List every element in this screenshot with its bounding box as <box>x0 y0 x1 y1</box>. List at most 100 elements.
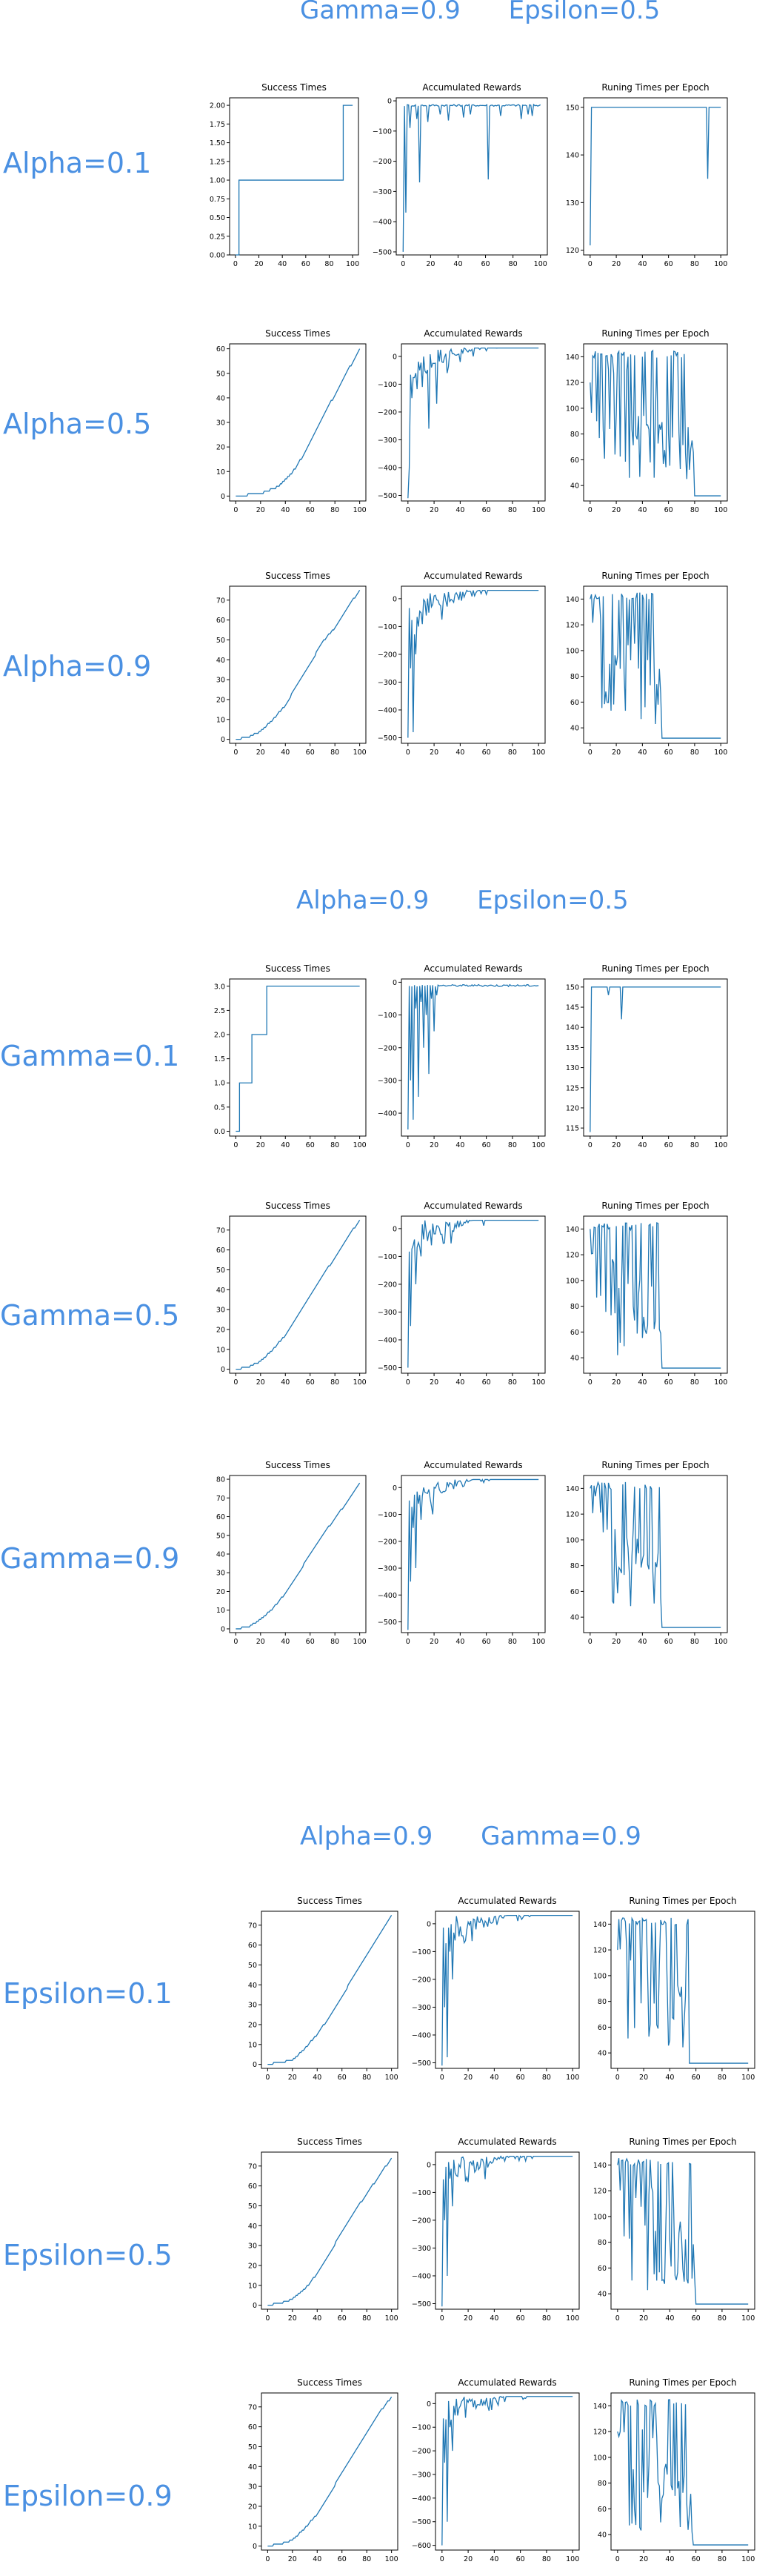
x-tick-label: 0 <box>233 1378 238 1387</box>
y-tick-label: 20 <box>216 696 225 704</box>
y-tick-label: 145 <box>566 1004 579 1012</box>
x-tick-label: 60 <box>482 1638 491 1646</box>
x-tick-label: 20 <box>612 748 621 757</box>
y-tick-label: 80 <box>570 1562 579 1570</box>
chart-title: Accumulated Rewards <box>424 328 522 339</box>
y-tick-label: 2.5 <box>214 1007 225 1015</box>
y-tick-label: 50 <box>216 1267 225 1275</box>
y-tick-label: 0 <box>253 2543 257 2551</box>
x-tick-label: 20 <box>426 260 435 268</box>
x-tick-label: 0 <box>406 748 410 757</box>
x-tick-label: 20 <box>256 506 265 514</box>
y-tick-label: −100 <box>373 127 392 136</box>
row-label-gamma-0-1: Gamma=0.1 <box>0 1040 180 1072</box>
series-line <box>407 347 539 499</box>
x-tick-label: 40 <box>455 748 464 757</box>
y-tick-label: −300 <box>412 2004 431 2012</box>
y-tick-label: −500 <box>373 248 392 256</box>
x-tick-label: 100 <box>714 506 727 514</box>
x-tick-label: 20 <box>288 2314 297 2323</box>
x-tick-label: 80 <box>508 506 517 514</box>
x-tick-label: 20 <box>256 748 265 757</box>
series-line <box>590 1481 721 1628</box>
series-line <box>441 2396 573 2546</box>
x-tick-label: 20 <box>430 1638 438 1646</box>
y-tick-label: −200 <box>373 158 392 166</box>
x-tick-label: 80 <box>542 2555 551 2563</box>
x-tick-label: 80 <box>690 506 699 514</box>
y-tick-label: 80 <box>570 673 579 681</box>
chart-s1-r1-c1: Accumulated Rewards 0 −100 −200 −300 −400 −500… <box>378 1201 546 1387</box>
y-tick-label: 150 <box>566 104 579 112</box>
chart-s2-r2-c2: Runing Times per Epoch 40 60 80 100 120 140 0 20… <box>593 2377 755 2563</box>
chart-s1-r2-c2: Runing Times per Epoch 40 60 80 100 120 140 0 20… <box>566 1460 728 1646</box>
chart-title: Runing Times per Epoch <box>601 963 709 974</box>
x-tick-label: 40 <box>313 2074 321 2082</box>
y-tick-label: 130 <box>566 199 579 208</box>
y-tick-label: 2.00 <box>210 102 225 110</box>
x-tick-label: 0 <box>588 748 593 757</box>
x-tick-label: 60 <box>664 1638 673 1646</box>
x-tick-label: 0 <box>615 2074 620 2082</box>
y-tick-label: 0 <box>221 736 225 744</box>
y-tick-label: 60 <box>216 1513 225 1521</box>
y-tick-label: 40 <box>216 1287 225 1295</box>
y-tick-label: 140 <box>566 353 579 362</box>
x-tick-label: 0 <box>265 2555 270 2563</box>
y-tick-label: −500 <box>412 2518 431 2526</box>
y-tick-label: 60 <box>570 1588 579 1596</box>
chart-s0-r2-c2: Runing Times per Epoch 40 60 80 100 120 140 0 20… <box>566 571 728 757</box>
y-tick-label: −100 <box>412 2424 431 2432</box>
y-tick-label: 60 <box>248 2182 257 2191</box>
x-tick-label: 60 <box>301 260 310 268</box>
chart-title: Success Times <box>265 1460 330 1470</box>
x-tick-label: 20 <box>254 260 263 268</box>
y-tick-label: −300 <box>378 436 397 445</box>
y-tick-label: −500 <box>412 2300 431 2308</box>
chart-title: Success Times <box>265 328 330 339</box>
chart-title: Runing Times per Epoch <box>601 82 709 93</box>
x-tick-label: 20 <box>430 506 438 514</box>
chart-s0-r1-c0: Success Times 0 10 20 30 40 50 60 0 20 40 60 80 100 <box>216 328 367 514</box>
y-tick-label: 2.0 <box>214 1032 225 1040</box>
chart-title: Runing Times per Epoch <box>601 1201 709 1211</box>
y-tick-label: −300 <box>378 1077 397 1085</box>
chart-s2-r2-c0: Success Times 0 10 20 30 40 50 60 70 0 20 40 60 80 100 <box>248 2377 398 2563</box>
plot-frame <box>610 1911 755 2069</box>
y-tick-label: 80 <box>570 431 579 439</box>
row-label-gamma-0-5: Gamma=0.5 <box>0 1299 180 1332</box>
y-tick-label: 0.0 <box>214 1128 225 1136</box>
x-tick-label: 100 <box>714 1378 727 1387</box>
y-tick-label: 50 <box>216 370 225 378</box>
y-tick-label: 0.25 <box>210 233 225 241</box>
y-tick-label: 150 <box>566 983 579 992</box>
chart-s0-r2-c0: Success Times 0 10 20 30 40 50 60 70 0 20 40 60 80 100 <box>216 571 367 757</box>
series-line <box>236 590 361 740</box>
y-tick-label: 40 <box>598 2291 607 2299</box>
y-tick-label: 40 <box>248 2463 257 2472</box>
x-tick-label: 80 <box>324 260 333 268</box>
series-line <box>407 589 539 738</box>
x-tick-label: 40 <box>313 2555 321 2563</box>
y-tick-label: 40 <box>570 482 579 491</box>
y-tick-label: 0 <box>393 353 397 361</box>
chart-s0-r1-c2: Runing Times per Epoch 40 60 80 100 120 140 0 20… <box>566 328 728 514</box>
x-tick-label: 40 <box>665 2555 674 2563</box>
y-tick-label: 40 <box>598 2050 607 2058</box>
chart-s1-r2-c0: Success Times 0 10 20 30 40 50 60 70 80 0 20 40 60 80 1… <box>216 1460 367 1646</box>
x-tick-label: 100 <box>346 260 359 268</box>
y-tick-label: −200 <box>378 1044 397 1052</box>
chart-s2-r0-c2: Runing Times per Epoch 40 60 80 100 120 140 0 20… <box>593 1896 755 2082</box>
x-tick-label: 80 <box>718 2314 727 2323</box>
chart-s1-r1-c0: Success Times 0 10 20 30 40 50 60 70 0 20 40 60 80 100 <box>216 1201 367 1387</box>
y-tick-label: −500 <box>378 492 397 500</box>
x-tick-label: 20 <box>288 2074 297 2082</box>
x-tick-label: 80 <box>508 1141 517 1149</box>
x-tick-label: 20 <box>464 2314 473 2323</box>
plot-frame <box>395 97 548 256</box>
y-tick-label: 30 <box>216 1307 225 1315</box>
x-tick-label: 0 <box>406 1378 410 1387</box>
y-tick-label: 120 <box>566 1104 579 1112</box>
chart-title: Success Times <box>265 1201 330 1211</box>
plot-frame <box>583 97 728 256</box>
